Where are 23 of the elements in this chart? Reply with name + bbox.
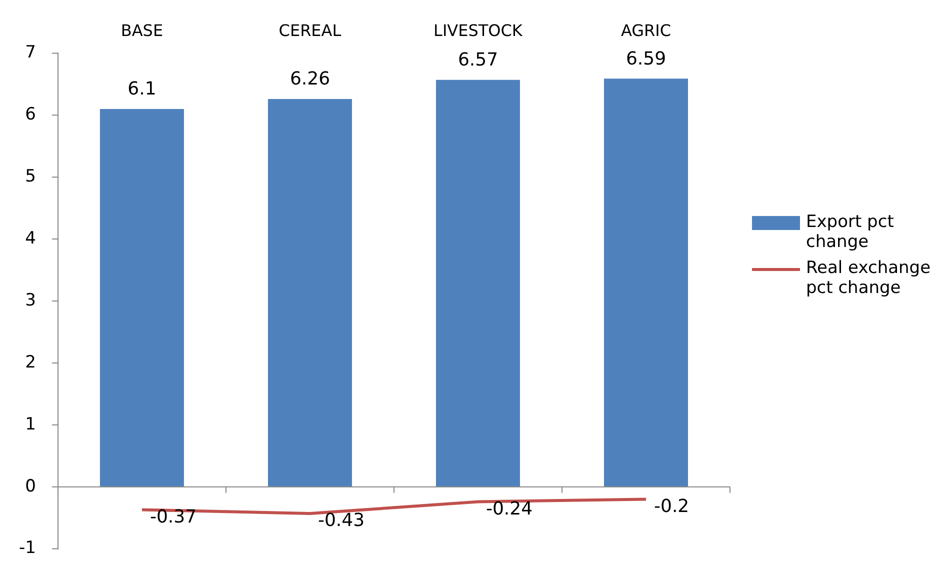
y-tick-label: -1: [18, 538, 36, 558]
y-tick-label: 1: [25, 414, 36, 434]
data-label: 6.1: [128, 78, 156, 100]
legend-label: Export pct change: [806, 212, 895, 252]
x-tick-label: BASE: [120, 20, 164, 40]
x-tick-label: CEREAL: [278, 20, 342, 40]
y-tick-label: 2: [25, 352, 36, 372]
y-tick-label: 3: [25, 290, 36, 310]
y-tick-label: 5: [25, 166, 36, 187]
data-label: -0.43: [318, 510, 365, 532]
data-label: -0.24: [486, 498, 533, 520]
data-label: 6.57: [458, 50, 498, 71]
y-tick-label: 6: [25, 104, 36, 125]
data-label: 6.26: [290, 68, 330, 90]
y-tick-label: 7: [25, 42, 36, 63]
y-tick-label: 4: [25, 228, 36, 248]
data-label: -0.2: [654, 496, 690, 517]
x-tick-label: LIVESTOCK: [434, 20, 523, 40]
y-tick-label: 0: [25, 476, 36, 496]
legend-label: Real exchange pct change: [806, 258, 932, 298]
data-label: -0.37: [150, 506, 197, 528]
data-label: 6.59: [626, 48, 666, 70]
x-tick-label: AGRIC: [620, 20, 672, 40]
